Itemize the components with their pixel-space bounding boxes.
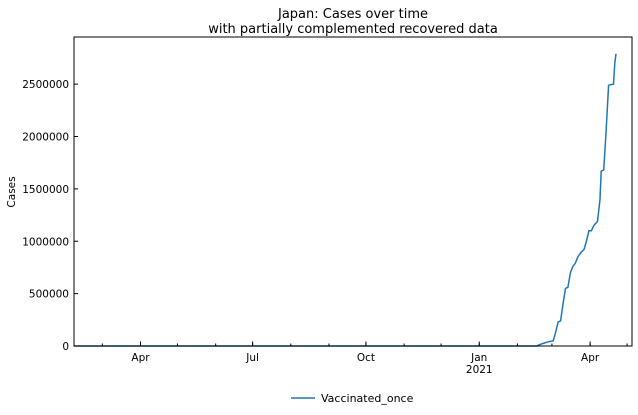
legend: Vaccinated_once [291,392,414,405]
plot-area [73,36,633,347]
y-tick-label: 1000000 [22,236,69,248]
series-line-vaccinated-once [74,53,617,347]
y-axis: 0 500000 1000000 1500000 2000000 2500000 [22,79,78,353]
chart-title-line-2: with partially complemented recovered da… [208,22,498,37]
x-tick-sublabel: 2021 [466,364,493,376]
x-tick-label: Apr [131,352,150,364]
legend-label-vaccinated-once: Vaccinated_once [321,392,414,405]
y-tick-label: 0 [62,341,69,353]
y-tick-label: 2000000 [22,132,69,144]
y-tick-label: 500000 [29,289,69,301]
y-tick-label: 1500000 [22,184,69,196]
x-tick-label: Jan [470,352,487,364]
y-axis-label: Cases [6,176,18,207]
y-tick-label: 2500000 [22,79,69,91]
plot-frame [73,36,633,347]
x-tick-label: Oct [357,352,375,364]
x-tick-label: Jul [245,352,259,364]
chart-title-line-1: Japan: Cases over time [277,7,428,22]
x-tick-label: Apr [581,352,600,364]
